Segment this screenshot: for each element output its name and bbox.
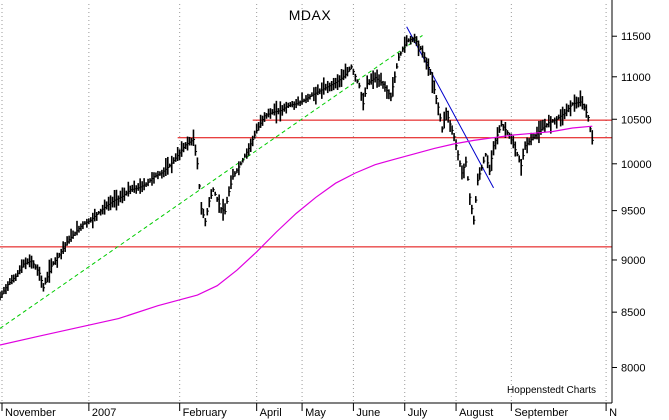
y-tick-label: 8500 (621, 307, 645, 319)
y-tick-label: 9000 (621, 255, 645, 267)
y-tick-label: 10000 (621, 159, 652, 171)
y-tick-label: 10500 (621, 114, 652, 126)
x-tick-label: April (260, 407, 282, 419)
x-tick-label: November (5, 407, 56, 419)
reference-lines-layer (0, 26, 612, 329)
x-tick-label: July (408, 407, 428, 419)
x-tick-label: June (356, 407, 380, 419)
trend-line (0, 35, 423, 329)
y-tick-label: 9500 (621, 206, 645, 218)
y-tick-label: 8000 (621, 363, 645, 375)
chart-credit: Hoppenstedt Charts (507, 385, 596, 396)
moving-average-line (0, 125, 593, 346)
x-tick-label: February (183, 407, 228, 419)
x-tick-label: N (609, 407, 617, 419)
trend-line (406, 26, 494, 189)
x-tick-label: 2007 (92, 407, 116, 419)
x-tick-label: August (459, 407, 493, 419)
x-tick-label: September (514, 407, 568, 419)
x-tick-label: May (305, 407, 326, 419)
chart-title: MDAX (289, 7, 332, 23)
series-layer (0, 33, 594, 346)
axis-layer: November 2007 February April May June July Augu… (0, 0, 652, 419)
y-tick-label: 11500 (621, 31, 651, 43)
grid-layer (1, 4, 607, 403)
y-tick-label: 11000 (621, 72, 651, 84)
